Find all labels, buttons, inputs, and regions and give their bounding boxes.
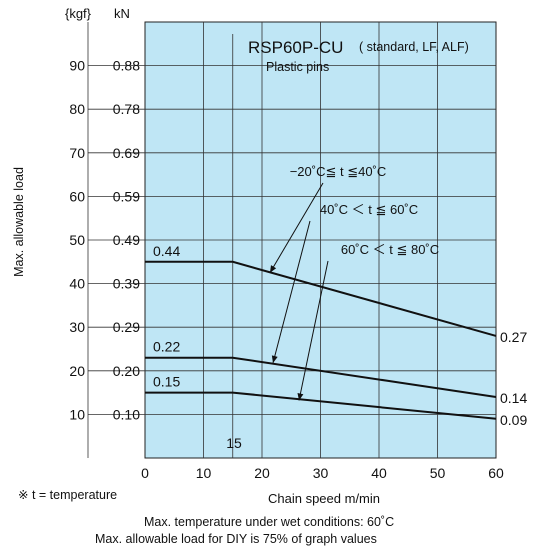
series-line-1 bbox=[145, 260, 497, 337]
series-lines: 0.44 0.27 0.22 0.14 0.15 0.09 bbox=[145, 243, 527, 428]
chart-subtitle: Plastic pins bbox=[266, 60, 329, 74]
legend-arrowhead-2 bbox=[271, 355, 278, 363]
series-end-label-2: 0.14 bbox=[500, 390, 527, 406]
y-tick-label-kn-0.69: 0.69 bbox=[113, 145, 140, 161]
legend-arrowhead-1 bbox=[270, 265, 277, 273]
y-tick-label-kgf-10: 10 bbox=[69, 406, 85, 422]
chart-title-suffix: ( standard, LF, ALF) bbox=[359, 40, 469, 54]
y-tick-label-kn-0.10: 0.10 bbox=[113, 406, 140, 422]
axis-ticks: 0 10 20 30 40 50 60 10 0.10 20 0.20 30 0.29 40 0.39 50 0… bbox=[69, 22, 504, 481]
legend-label-2: 40˚C ＜ t ≦ 60˚C bbox=[320, 202, 418, 217]
series-line-3 bbox=[145, 391, 497, 420]
y-unit-left: {kgf} bbox=[65, 6, 92, 21]
x-axis-label: Chain speed m/min bbox=[268, 491, 380, 506]
break-label: 15 bbox=[226, 435, 242, 451]
diy-note: Max. allowable load for DIY is 75% of gr… bbox=[95, 532, 377, 546]
x-tick-label-20: 20 bbox=[254, 465, 270, 481]
y-tick-label-kgf-30: 30 bbox=[69, 319, 85, 335]
legend-label-3: 60˚C ＜ t ≦ 80˚C bbox=[341, 242, 439, 257]
x-tick-label-50: 50 bbox=[430, 465, 446, 481]
y-tick-label-kgf-60: 60 bbox=[69, 188, 85, 204]
y-tick-label-kgf-90: 90 bbox=[69, 58, 85, 74]
legend-arrow-line-2 bbox=[272, 220, 311, 364]
y-unit-right: kN bbox=[114, 6, 130, 21]
y-tick-label-kn-0.59: 0.59 bbox=[113, 188, 140, 204]
grid bbox=[145, 22, 496, 458]
y-tick-label-kgf-70: 70 bbox=[69, 145, 85, 161]
series-start-label-3: 0.15 bbox=[153, 374, 180, 390]
series-start-label-2: 0.22 bbox=[153, 339, 180, 355]
legend-arrowhead-3 bbox=[297, 392, 304, 401]
y-tick-label-kgf-80: 80 bbox=[69, 101, 85, 117]
x-tick-label-0: 0 bbox=[141, 465, 149, 481]
series-end-label-1: 0.27 bbox=[500, 329, 527, 345]
chart-title: RSP60P-CU bbox=[248, 38, 343, 57]
series-start-label-1: 0.44 bbox=[153, 243, 180, 259]
y-tick-label-kn-0.49: 0.49 bbox=[113, 232, 140, 248]
legend-arrow-line-1 bbox=[269, 182, 324, 273]
series-end-label-3: 0.09 bbox=[500, 412, 527, 428]
temperature-note: ※ t = temperature bbox=[18, 488, 118, 502]
y-tick-label-kn-0.39: 0.39 bbox=[113, 276, 140, 292]
y-tick-label-kgf-50: 50 bbox=[69, 232, 85, 248]
series-line-2 bbox=[145, 356, 497, 398]
x-tick-label-30: 30 bbox=[313, 465, 329, 481]
x-tick-label-60: 60 bbox=[488, 465, 504, 481]
wet-conditions-note: Max. temperature under wet conditions: 6… bbox=[144, 515, 395, 529]
y-tick-label-kn-0.88: 0.88 bbox=[113, 58, 140, 74]
legend-arrows: −20˚C≦ t ≦40˚C 40˚C ＜ t ≦ 60˚C 60˚C ＜ t ≦ … bbox=[269, 164, 439, 401]
y-tick-label-kn-0.78: 0.78 bbox=[113, 101, 140, 117]
legend-label-1: −20˚C≦ t ≦40˚C bbox=[290, 164, 387, 179]
y-axis-label: Max. allowable load bbox=[12, 167, 26, 277]
y-tick-label-kn-0.20: 0.20 bbox=[113, 363, 140, 379]
legend-arrow-line-3 bbox=[298, 260, 329, 401]
y-tick-label-kgf-40: 40 bbox=[69, 276, 85, 292]
x-tick-label-40: 40 bbox=[371, 465, 387, 481]
x-tick-label-10: 10 bbox=[196, 465, 212, 481]
y-tick-label-kgf-20: 20 bbox=[69, 363, 85, 379]
y-tick-label-kn-0.29: 0.29 bbox=[113, 319, 140, 335]
